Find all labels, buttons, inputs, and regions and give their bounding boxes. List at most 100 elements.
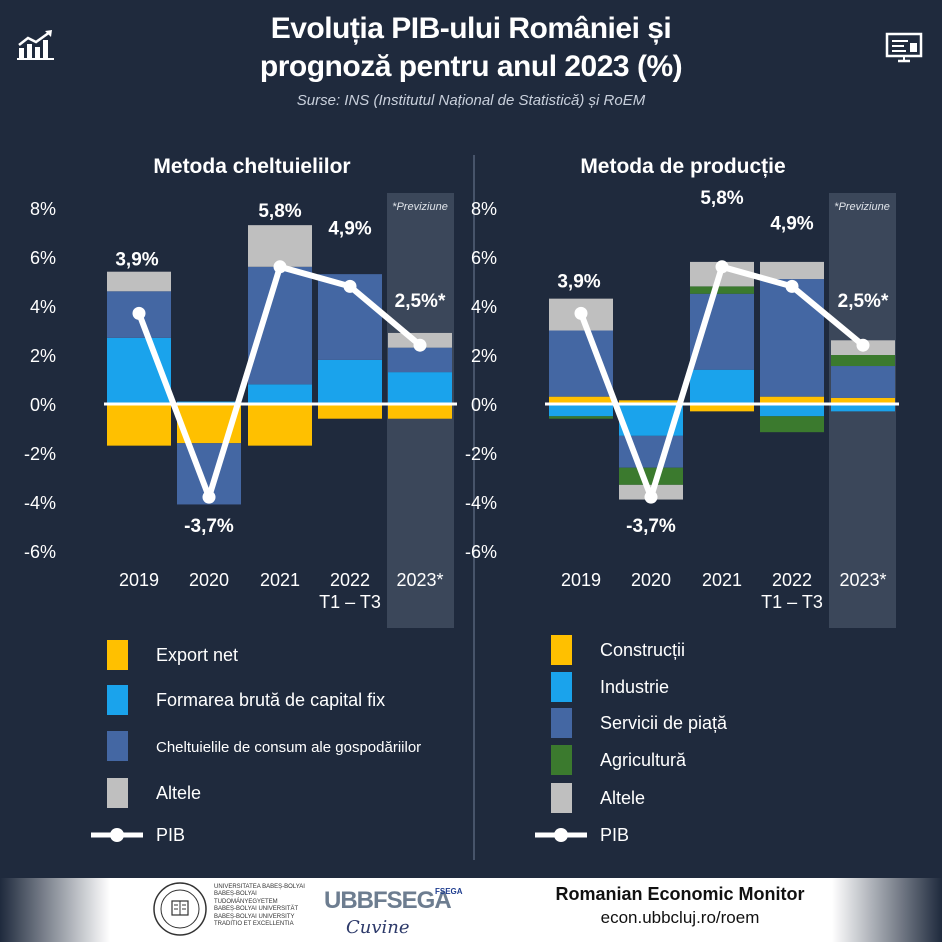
y-tick-1-7: -6%: [465, 542, 497, 562]
legend-swatch-1-0: [551, 635, 572, 665]
legend-label-1-0: Construcții: [600, 640, 685, 660]
page-title-line2: prognoză pentru anul 2023 (%): [259, 50, 683, 83]
legend-swatch-0-3: [107, 778, 128, 808]
legend-label-1-2: Servicii de piață: [600, 713, 728, 733]
legend-swatch-0-2: [107, 731, 128, 761]
data-label-0-2: 5,8%: [258, 201, 301, 222]
y-tick-1-4: 0%: [471, 395, 497, 415]
panel-title-production: Metoda de producție: [580, 155, 786, 178]
bar-1-3-3: [760, 416, 824, 433]
bar-1-4-0: [831, 397, 895, 404]
y-tick-0-7: -6%: [24, 542, 56, 562]
x-tick-0-0-0: 2019: [119, 570, 159, 590]
y-tick-0-3: 2%: [30, 346, 56, 366]
bar-1-2-1: [690, 369, 754, 404]
x-tick-1-3-1: T1 – T3: [761, 592, 823, 612]
bar-0-0-0: [107, 404, 171, 446]
data-label-1-3: 4,9%: [770, 213, 813, 234]
pib-point-1-4: [856, 338, 870, 352]
pib-point-1-1: [644, 490, 658, 504]
data-label-1-2: 5,8%: [700, 188, 743, 209]
pib-point-0-3: [343, 279, 357, 293]
sources-subtitle: Surse: INS (Institutul Național de Stati…: [296, 92, 646, 109]
bar-1-3-4: [760, 261, 824, 280]
ubbfsega-logo: UBBFSEGA: [324, 887, 452, 914]
bar-1-3-2: [760, 279, 824, 397]
y-tick-0-0: 8%: [30, 199, 56, 219]
legend-label-0-3: Altele: [156, 783, 201, 803]
legend-label-0-0: Export net: [156, 645, 238, 665]
bar-0-3-1: [318, 359, 382, 404]
bar-0-2-0: [248, 404, 312, 446]
y-tick-1-0: 8%: [471, 199, 497, 219]
bar-1-0-3: [549, 416, 613, 419]
legend-label-0-2: Cheltuielile de consum ale gospodăriilor: [156, 739, 421, 756]
legend-swatch-0-0: [107, 640, 128, 670]
bar-1-4-1: [831, 404, 895, 412]
org-title: Romanian Economic Monitor: [555, 884, 805, 904]
data-label-0-0: 3,9%: [115, 249, 158, 270]
y-tick-1-5: -2%: [465, 444, 497, 464]
x-tick-1-3-0: 2022: [772, 570, 812, 590]
bar-0-0-3: [107, 271, 171, 292]
legend-label-pib-1: PIB: [600, 825, 629, 845]
y-tick-1-6: -4%: [465, 493, 497, 513]
bar-1-2-3: [690, 286, 754, 294]
pib-point-0-1: [202, 490, 216, 504]
x-tick-0-3-1: T1 – T3: [319, 592, 381, 612]
legend-pib-marker-1: [554, 828, 568, 842]
x-tick-0-2-0: 2021: [260, 570, 300, 590]
ubb-seal-logo: [153, 882, 207, 936]
legend-swatch-1-3: [551, 745, 572, 775]
charts-svg: *Previziune 8% 6% 4% 2% 0% -2% -4% -6% 2019 2020 20…: [24, 155, 899, 860]
y-tick-0-5: -2%: [24, 444, 56, 464]
bar-0-4-0: [388, 404, 452, 419]
pib-point-0-0: [132, 306, 146, 320]
bar-1-1-3: [619, 467, 683, 485]
org-url[interactable]: econ.ubbcluj.ro/roem: [600, 908, 760, 927]
data-label-1-0: 3,9%: [557, 271, 600, 292]
page-title-line1: Evoluția PIB-ului României și: [270, 12, 672, 45]
bar-0-2-3: [248, 225, 312, 267]
x-tick-0-3-0: 2022: [330, 570, 370, 590]
bar-0-4-1: [388, 372, 452, 404]
bar-0-3-0: [318, 404, 382, 419]
bar-1-4-2: [831, 366, 895, 398]
bar-1-0-1: [549, 404, 613, 417]
x-tick-1-0-0: 2019: [561, 570, 601, 590]
legend-swatch-1-2: [551, 708, 572, 738]
y-tick-1-2: 4%: [471, 297, 497, 317]
y-tick-0-1: 6%: [30, 248, 56, 268]
y-tick-0-2: 4%: [30, 297, 56, 317]
bar-0-2-2: [248, 266, 312, 385]
pib-point-1-3: [785, 279, 799, 293]
ubb-names: UNIVERSITATEA BABEȘ-BOLYAI BABEȘ-BOLYAI …: [214, 884, 305, 928]
pib-point-0-2: [273, 260, 287, 274]
bar-1-1-0: [619, 400, 683, 404]
legend-swatch-1-1: [551, 672, 572, 702]
y-tick-1-1: 6%: [471, 248, 497, 268]
legend-label-pib-0: PIB: [156, 825, 185, 845]
bar-1-4-3: [831, 355, 895, 367]
panel-title-expenditure: Metoda cheltuielilor: [153, 155, 351, 178]
legend-label-1-3: Agricultură: [600, 750, 687, 770]
legend-label-1-4: Altele: [600, 788, 645, 808]
bar-0-4-2: [388, 347, 452, 373]
data-label-0-4: 2,5%*: [395, 291, 446, 312]
pib-point-0-4: [413, 338, 427, 352]
legend-swatch-1-4: [551, 783, 572, 813]
data-label-1-4: 2,5%*: [838, 291, 889, 312]
data-label-0-1: -3,7%: [184, 516, 234, 537]
y-tick-1-3: 2%: [471, 346, 497, 366]
data-label-0-3: 4,9%: [328, 218, 371, 239]
legend-pib-marker-0: [110, 828, 124, 842]
pib-point-1-0: [574, 306, 588, 320]
x-tick-0-4-0: 2023*: [396, 570, 443, 590]
bar-1-0-0: [549, 396, 613, 404]
x-tick-0-1-0: 2020: [189, 570, 229, 590]
x-tick-1-4-0: 2023*: [839, 570, 886, 590]
trend-chart-icon: [17, 30, 54, 60]
y-tick-0-6: -4%: [24, 493, 56, 513]
data-label-1-1: -3,7%: [626, 516, 676, 537]
